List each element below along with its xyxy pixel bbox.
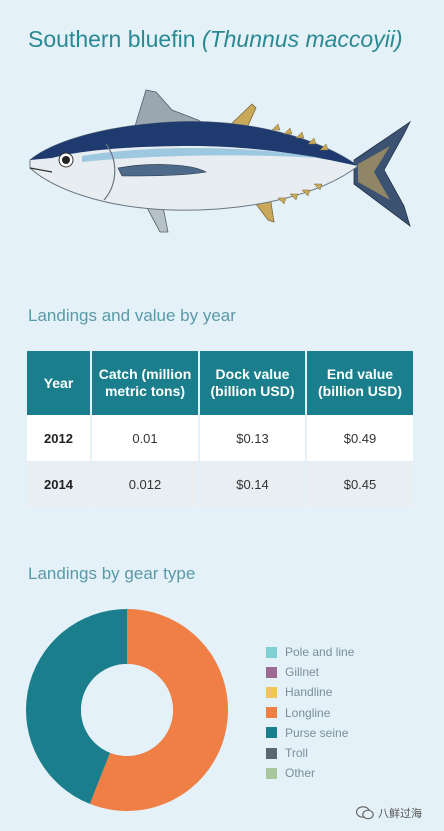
chart-section-heading: Landings by gear type [28, 564, 196, 583]
cell-dock-value: $0.13 [199, 415, 307, 461]
cell-dock-value: $0.14 [199, 461, 307, 507]
page-title: Southern bluefin (Thunnus maccoyii) [28, 26, 403, 53]
table-row: 2012 0.01 $0.13 $0.49 [27, 415, 413, 461]
watermark-text: 八鲜过海 [378, 808, 422, 820]
legend-swatch [266, 747, 277, 759]
landings-table: Year Catch (million metric tons) Dock va… [27, 351, 413, 507]
cell-catch: 0.012 [91, 461, 200, 507]
table-header-row: Year Catch (million metric tons) Dock va… [27, 351, 413, 415]
table-section-heading: Landings and value by year [28, 306, 236, 325]
legend-swatch [266, 707, 277, 719]
legend-item: Purse seine [266, 723, 354, 743]
title-common-name: Southern bluefin [28, 26, 196, 52]
legend-item: Longline [266, 703, 354, 723]
cell-catch: 0.01 [91, 415, 200, 461]
legend-item: Gillnet [266, 662, 354, 682]
watermark: 八鲜过海 [356, 805, 422, 821]
legend-swatch [266, 686, 277, 698]
cell-end-value: $0.45 [306, 461, 413, 507]
legend-label: Other [285, 766, 316, 781]
column-header-end-value: End value (billion USD) [306, 351, 413, 415]
legend-item: Pole and line [266, 642, 354, 662]
legend-item: Other [266, 763, 354, 783]
cell-year: 2012 [27, 415, 92, 461]
legend-swatch [266, 646, 277, 658]
legend-label: Purse seine [285, 725, 349, 740]
legend-item: Troll [266, 743, 354, 763]
table-row: 2014 0.012 $0.14 $0.45 [27, 461, 413, 507]
column-header-catch: Catch (million metric tons) [91, 351, 200, 415]
wechat-icon [356, 806, 374, 820]
tuna-fish-illustration [29, 89, 412, 233]
gear-type-donut-chart [26, 609, 228, 811]
title-scientific-name: (Thunnus maccoyii) [201, 26, 403, 52]
legend-swatch [266, 767, 277, 779]
chart-legend: Pole and line Gillnet Handline Longline Purs… [266, 642, 354, 783]
cell-end-value: $0.49 [306, 415, 413, 461]
legend-label: Handline [285, 685, 333, 700]
donut-slice-purse-seine [26, 609, 128, 804]
legend-item: Handline [266, 682, 354, 702]
legend-label: Longline [285, 705, 331, 720]
legend-label: Pole and line [285, 645, 355, 660]
cell-year: 2014 [27, 461, 92, 507]
donut-slice-longline [89, 609, 228, 811]
legend-label: Troll [285, 746, 308, 761]
column-header-dock-value: Dock value (billion USD) [199, 351, 307, 415]
legend-swatch [266, 666, 277, 678]
legend-label: Gillnet [285, 665, 320, 680]
donut-hole [81, 664, 173, 756]
column-header-year: Year [27, 351, 92, 415]
legend-swatch [266, 727, 277, 739]
